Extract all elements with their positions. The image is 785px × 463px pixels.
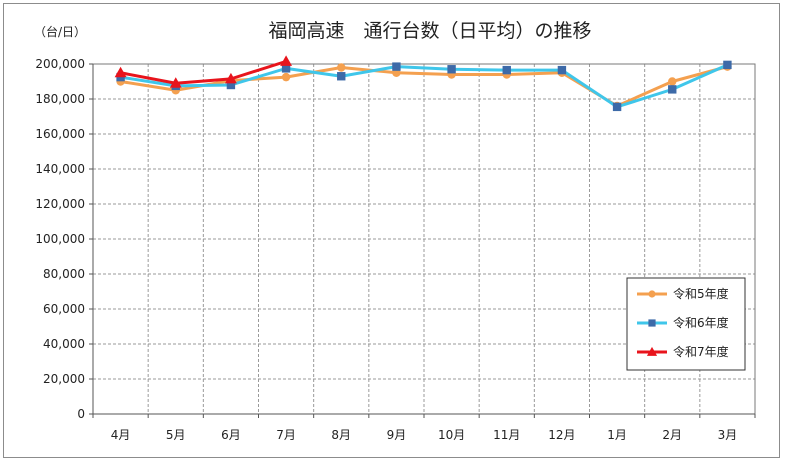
chart-title: 福岡高速 通行台数（日平均）の推移 (268, 20, 591, 42)
y-tick-label: 20,000 (43, 372, 85, 386)
legend-label: 令和7年度 (673, 344, 729, 359)
data-point (280, 55, 293, 66)
data-point (224, 72, 237, 84)
data-point (281, 72, 291, 82)
legend-label: 令和5年度 (673, 286, 729, 301)
x-tick-label: 12月 (548, 428, 575, 442)
y-tick-label: 100,000 (35, 232, 85, 246)
x-tick-label: 10月 (438, 428, 465, 442)
axes (89, 63, 756, 418)
data-point (226, 80, 236, 90)
data-point (648, 319, 656, 327)
data-point (169, 77, 182, 88)
data-point (557, 65, 567, 75)
y-tick-label: 0 (77, 407, 85, 421)
x-tick-label: 1月 (607, 428, 627, 442)
x-tick-label: 9月 (387, 428, 407, 442)
data-point (114, 66, 127, 78)
y-tick-label: 80,000 (43, 267, 85, 281)
y-tick-label: 40,000 (43, 337, 85, 351)
data-point (337, 63, 346, 72)
data-point (668, 85, 677, 94)
y-tick-label: 180,000 (35, 92, 85, 106)
x-tick-label: 8月 (331, 428, 351, 442)
x-tick-label: 5月 (166, 428, 186, 442)
x-tick-label: 2月 (662, 428, 682, 442)
y-tick-labels: 0 20,000 40,000 60,000 80,000 100,000 120,000 1… (35, 57, 85, 421)
legend-item: 令和7年度 (637, 344, 729, 359)
y-tick-label: 120,000 (35, 197, 85, 211)
y-unit-label: （台/日） (34, 24, 86, 39)
x-tick-labels: 4月 5月 6月 7月 8月 9月 10月 11月 12月 1月 2月 3月 (111, 428, 737, 442)
data-point (723, 60, 732, 70)
y-tick-label: 160,000 (35, 127, 85, 141)
series-group (114, 55, 732, 112)
y-tick-label: 140,000 (35, 162, 85, 176)
series-line (120, 63, 729, 109)
data-point (447, 65, 456, 74)
series-line (120, 65, 728, 108)
x-tick-label: 3月 (718, 428, 738, 442)
data-point (392, 62, 401, 71)
data-point (281, 64, 291, 73)
data-point (502, 65, 511, 75)
data-point (612, 102, 622, 112)
data-point (668, 77, 677, 86)
legend-item: 令和6年度 (637, 315, 729, 330)
series-3 (114, 55, 293, 88)
series-line (120, 59, 287, 85)
data-point (646, 346, 658, 356)
x-tick-label: 7月 (276, 428, 296, 442)
x-tick-label: 4月 (111, 428, 131, 442)
x-tick-label: 11月 (493, 428, 520, 442)
y-tick-label: 60,000 (43, 302, 85, 316)
data-point (337, 72, 346, 81)
y-tick-label: 200,000 (35, 57, 85, 71)
legend-label: 令和6年度 (673, 315, 729, 330)
x-tick-label: 6月 (221, 428, 241, 442)
data-point (648, 290, 656, 298)
legend-item: 令和5年度 (637, 286, 729, 301)
